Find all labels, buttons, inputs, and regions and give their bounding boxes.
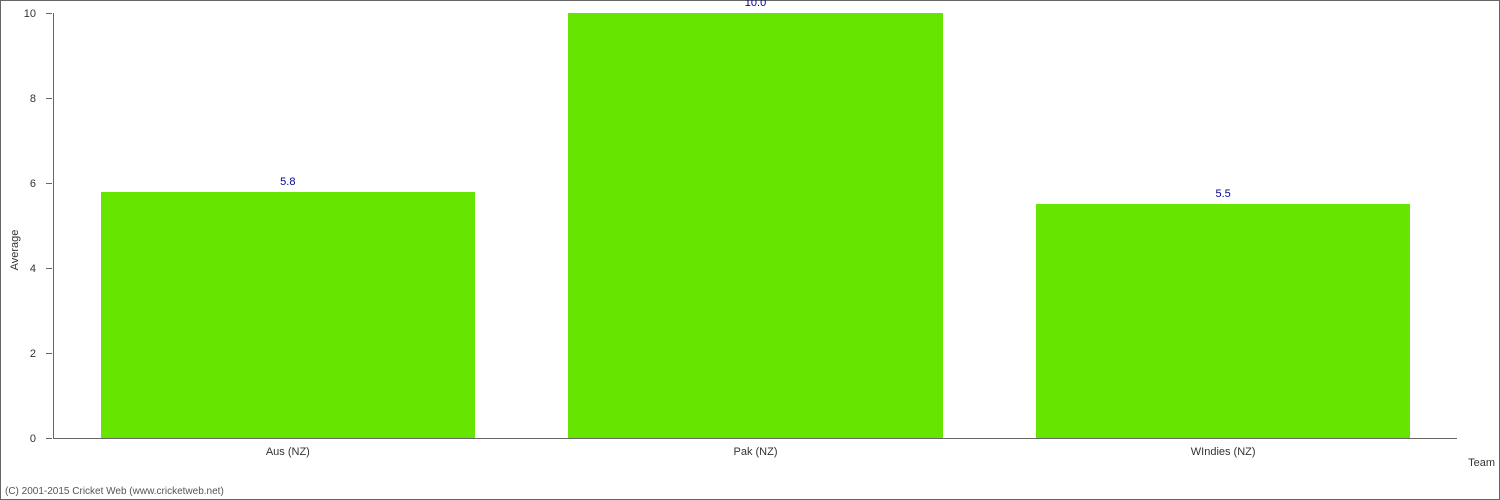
bar-value-label: 5.8 bbox=[280, 176, 295, 188]
y-tick: 10 bbox=[46, 13, 52, 14]
bar: 5.8 bbox=[101, 192, 475, 439]
bar-value-label: 5.5 bbox=[1216, 188, 1231, 200]
x-axis-label: Team bbox=[1468, 457, 1495, 469]
y-tick-label: 0 bbox=[30, 433, 36, 445]
bar: 10.0 bbox=[568, 13, 942, 438]
y-tick-label: 8 bbox=[30, 93, 36, 105]
y-tick: 0 bbox=[46, 438, 52, 439]
y-tick-label: 4 bbox=[30, 263, 36, 275]
y-axis-label: Average bbox=[9, 230, 21, 271]
y-tick-label: 6 bbox=[30, 178, 36, 190]
y-tick: 8 bbox=[46, 98, 52, 99]
y-tick-label: 10 bbox=[24, 8, 36, 20]
copyright-text: (C) 2001-2015 Cricket Web (www.cricketwe… bbox=[5, 486, 224, 497]
x-tick-label: WIndies (NZ) bbox=[1191, 446, 1256, 458]
plot-area: 02468105.8Aus (NZ)10.0Pak (NZ)5.5WIndies… bbox=[53, 13, 1457, 439]
y-tick: 2 bbox=[46, 353, 52, 354]
y-tick: 6 bbox=[46, 183, 52, 184]
y-tick: 4 bbox=[46, 268, 52, 269]
bar-value-label: 10.0 bbox=[745, 0, 766, 9]
y-tick-label: 2 bbox=[30, 348, 36, 360]
x-tick-label: Aus (NZ) bbox=[266, 446, 310, 458]
x-tick-label: Pak (NZ) bbox=[734, 446, 778, 458]
chart-container: Average 02468105.8Aus (NZ)10.0Pak (NZ)5.… bbox=[0, 0, 1500, 500]
bar: 5.5 bbox=[1036, 204, 1410, 438]
